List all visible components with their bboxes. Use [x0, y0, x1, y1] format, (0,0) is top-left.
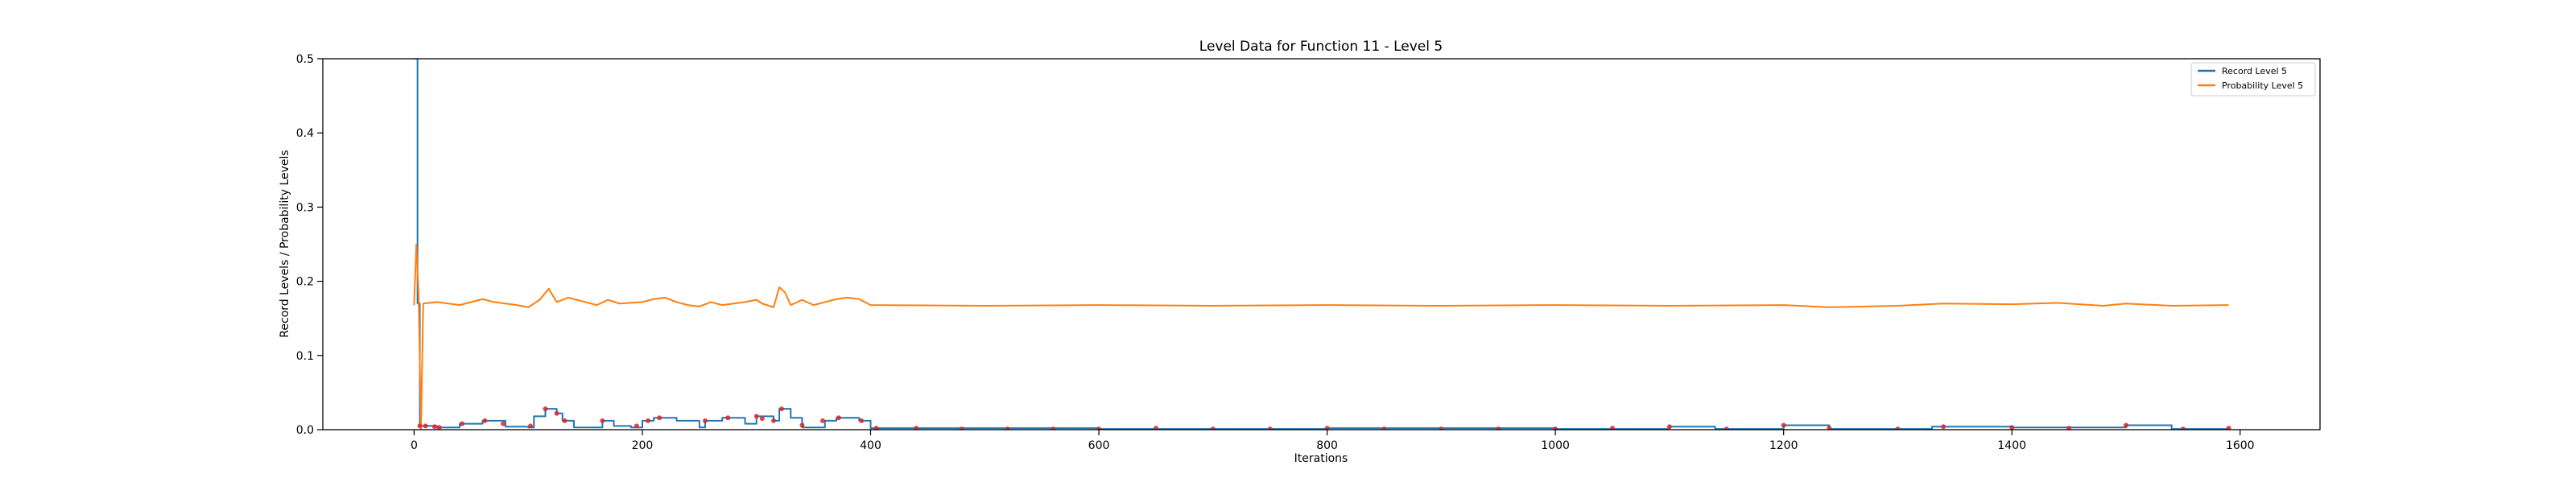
y-tick-label: 0.2 — [296, 276, 314, 289]
x-tick-label: 1400 — [1997, 439, 2026, 452]
data-point-marker — [1496, 426, 1501, 430]
data-point-marker — [1895, 426, 1901, 430]
data-point-marker — [759, 416, 765, 422]
data-point-marker — [634, 423, 639, 429]
plot-frame — [322, 58, 2321, 430]
data-point-marker — [1941, 424, 1946, 430]
y-tick-label: 0.5 — [296, 53, 314, 66]
y-tick-label: 0.4 — [296, 127, 314, 140]
y-tick-label: 0.0 — [296, 424, 314, 437]
y-tick-label: 0.3 — [296, 201, 314, 214]
data-point-marker — [482, 418, 488, 423]
data-point-marker — [1267, 426, 1273, 430]
data-point-marker — [1051, 426, 1056, 430]
data-point-marker — [1553, 426, 1558, 430]
data-point-marker — [914, 426, 919, 430]
data-point-marker — [600, 418, 605, 423]
data-point-marker — [431, 424, 437, 430]
x-tick-label: 600 — [1088, 439, 1110, 452]
data-point-marker — [1610, 426, 1616, 430]
x-tick-label: 0 — [411, 439, 418, 452]
data-point-marker — [1724, 426, 1729, 430]
data-point-marker — [836, 415, 841, 421]
data-point-marker — [2226, 426, 2231, 430]
x-tick-label: 200 — [632, 439, 654, 452]
data-point-marker — [554, 410, 559, 416]
data-point-marker — [1324, 426, 1330, 430]
y-axis-label: Record Levels / Probability Levels — [279, 150, 291, 337]
data-point-marker — [770, 418, 776, 423]
data-point-marker — [778, 406, 784, 412]
data-point-marker — [819, 418, 825, 423]
x-axis-label: Iterations — [1294, 452, 1348, 465]
legend: Record Level 5 Probability Level 5 — [2190, 62, 2316, 97]
data-point-marker — [1210, 426, 1216, 430]
data-point-marker — [528, 423, 534, 429]
data-point-marker — [725, 415, 731, 421]
data-point-marker — [423, 423, 428, 429]
series-line-record-level — [414, 59, 2230, 430]
data-point-marker — [1096, 426, 1102, 430]
data-point-marker — [1439, 426, 1444, 430]
x-tick-label: 1200 — [1769, 439, 1798, 452]
data-point-marker — [2066, 426, 2072, 430]
data-point-marker — [1827, 426, 1832, 430]
legend-label-probability: Probability Level 5 — [2222, 80, 2303, 91]
data-point-marker — [702, 418, 708, 423]
data-point-marker — [799, 422, 805, 428]
data-point-marker — [1666, 424, 1672, 430]
data-point-marker — [753, 414, 759, 419]
data-point-marker — [2180, 426, 2186, 430]
data-point-marker — [459, 421, 464, 426]
data-point-marker — [657, 415, 663, 421]
data-point-marker — [2009, 425, 2015, 430]
x-axis-ticks: 0 200 400 600 800 1000 1200 1400 1600 — [411, 430, 2255, 452]
marker-layer — [417, 406, 2231, 430]
x-tick-label: 1000 — [1541, 439, 1570, 452]
data-point-marker — [417, 423, 423, 429]
series-layer — [413, 59, 2230, 430]
data-point-marker — [2123, 422, 2128, 428]
data-point-marker — [959, 426, 964, 430]
data-point-marker — [500, 421, 506, 426]
data-point-marker — [1153, 426, 1158, 430]
data-point-marker — [873, 426, 879, 430]
y-axis-ticks: 0.0 0.1 0.2 0.3 0.4 0.5 — [296, 53, 323, 437]
chart-title: Level Data for Function 11 - Level 5 — [1199, 39, 1443, 55]
legend-label-record: Record Level 5 — [2222, 66, 2287, 76]
data-point-marker — [646, 418, 651, 423]
data-point-marker — [1381, 426, 1387, 430]
x-tick-label: 400 — [860, 439, 881, 452]
y-tick-label: 0.1 — [296, 350, 314, 363]
x-tick-label: 800 — [1316, 439, 1338, 452]
x-tick-label: 1600 — [2226, 439, 2255, 452]
data-point-marker — [1781, 422, 1786, 428]
data-point-marker — [859, 418, 865, 423]
data-point-marker — [1005, 426, 1010, 430]
data-point-marker — [436, 425, 442, 430]
legend-box — [2190, 62, 2316, 97]
data-point-marker — [562, 418, 568, 423]
data-point-marker — [543, 406, 548, 412]
series-line-probability-level — [413, 243, 2229, 430]
